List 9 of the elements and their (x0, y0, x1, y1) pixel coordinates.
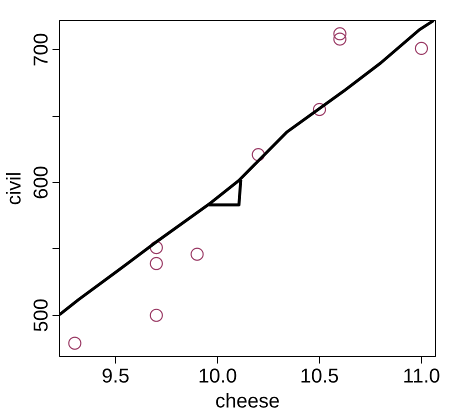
x-axis-title: cheese (215, 390, 280, 412)
x-tick-label: 9.5 (102, 366, 130, 388)
x-tick-label: 10.5 (300, 366, 339, 388)
y-tick-label: 700 (30, 33, 52, 66)
x-tick-label: 11.0 (402, 366, 440, 388)
y-axis-title: civil (4, 172, 26, 206)
x-tick-label: 10.0 (198, 366, 237, 388)
y-tick-label: 600 (30, 166, 52, 200)
y-tick-label: 500 (30, 298, 52, 332)
